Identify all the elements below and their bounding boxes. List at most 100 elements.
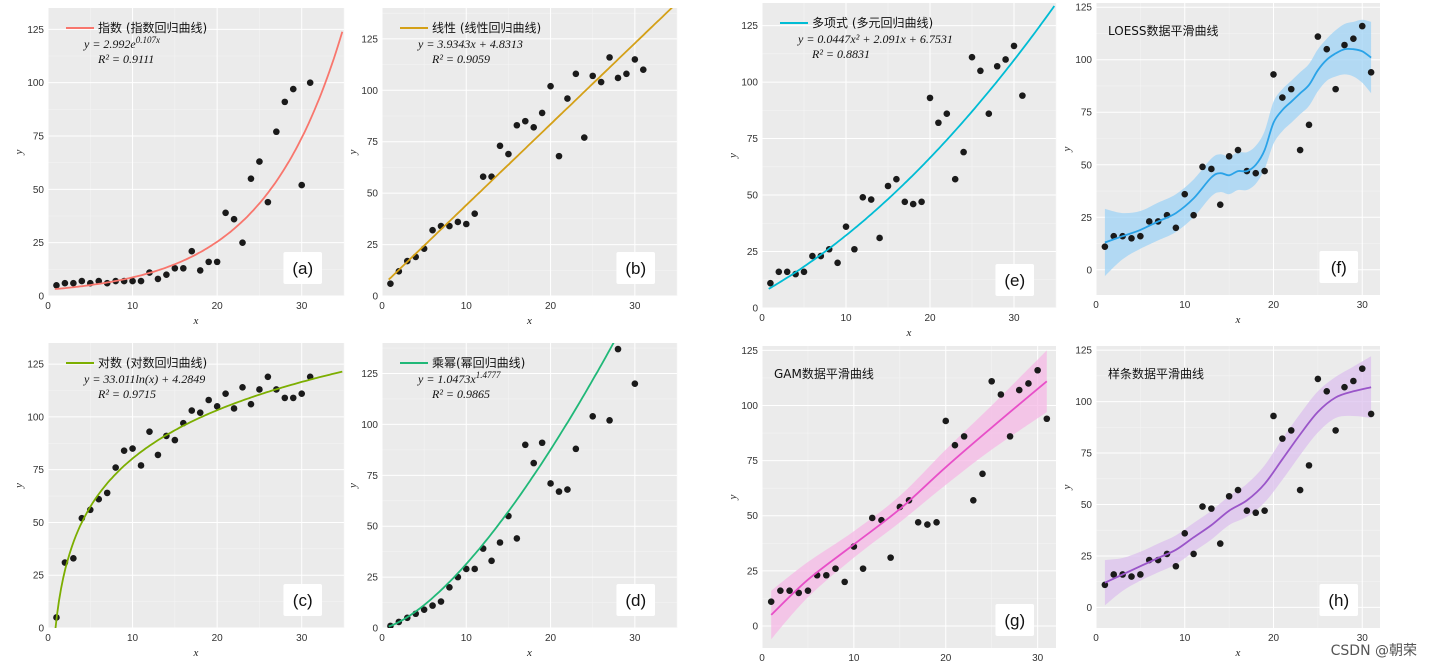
y-tick-label: 50 — [367, 522, 379, 533]
data-point — [1358, 22, 1366, 30]
y-axis-title: y — [13, 483, 25, 489]
y-tick-label: 100 — [361, 420, 378, 431]
y-tick-label: 0 — [1086, 265, 1092, 276]
y-tick-label: 0 — [38, 292, 44, 303]
data-point — [1323, 387, 1331, 395]
y-tick-label: 125 — [1075, 346, 1092, 357]
data-point — [775, 268, 783, 276]
data-point — [968, 53, 976, 61]
data-point — [564, 95, 571, 102]
data-point — [70, 279, 77, 287]
data-point — [1225, 492, 1233, 500]
data-point — [1015, 386, 1023, 394]
y-axis-title: y — [347, 149, 359, 155]
data-point — [53, 282, 60, 289]
y-tick-label: 50 — [747, 511, 759, 522]
data-point — [851, 245, 858, 253]
data-point — [146, 428, 153, 435]
y-tick-label: 125 — [741, 21, 758, 32]
y-tick-label: 75 — [33, 465, 45, 476]
r-squared: R² = 0.8831 — [811, 47, 870, 61]
data-point — [1367, 69, 1375, 76]
watermark: CSDN @朝荣 — [1330, 643, 1417, 659]
data-point — [264, 373, 272, 381]
x-tick-label: 0 — [1093, 300, 1099, 311]
plot-area — [1101, 19, 1375, 277]
data-point — [1137, 232, 1144, 240]
data-point — [580, 134, 588, 141]
y-tick-label: 75 — [747, 134, 759, 145]
data-point — [951, 175, 959, 183]
data-point — [429, 226, 436, 234]
data-point — [188, 407, 196, 414]
data-point — [1358, 365, 1366, 372]
x-tick-label: 20 — [212, 633, 224, 644]
data-point — [213, 403, 221, 410]
y-tick-label: 125 — [27, 25, 44, 36]
data-point — [180, 264, 187, 272]
data-point — [437, 598, 445, 605]
data-point — [887, 554, 894, 561]
y-tick-label: 75 — [33, 132, 45, 143]
panel-tag-box — [283, 252, 322, 284]
x-tick-label: 10 — [840, 313, 852, 324]
data-point — [564, 486, 571, 493]
x-tick-label: 10 — [127, 633, 139, 644]
data-point — [606, 54, 613, 61]
data-point — [893, 175, 900, 183]
data-point — [196, 409, 204, 416]
x-tick-label: 30 — [629, 301, 641, 312]
y-tick-label: 25 — [1081, 213, 1093, 224]
data-point — [1279, 94, 1286, 101]
data-point — [395, 268, 403, 275]
data-point — [1216, 201, 1224, 208]
data-point — [842, 223, 850, 230]
data-point — [1332, 427, 1339, 434]
panel-tag: (d) — [625, 591, 646, 610]
plot-area — [767, 5, 1056, 290]
fit-curve — [770, 380, 1048, 616]
x-tick-label: 30 — [296, 301, 308, 312]
x-tick-label: 0 — [759, 653, 765, 664]
data-point — [256, 386, 263, 393]
data-point — [1279, 435, 1286, 442]
data-point — [876, 234, 883, 242]
y-tick-label: 100 — [741, 78, 758, 89]
x-tick-label: 20 — [212, 301, 224, 312]
y-tick-label: 50 — [1081, 500, 1093, 511]
data-point — [1208, 165, 1215, 173]
data-point — [273, 128, 280, 136]
y-tick-label: 50 — [33, 518, 45, 529]
y-tick-label: 75 — [367, 471, 379, 482]
data-point — [841, 578, 848, 586]
data-point — [137, 277, 145, 285]
data-point — [1350, 35, 1357, 43]
data-point — [454, 218, 462, 226]
data-point — [988, 377, 995, 385]
y-tick-label: 50 — [1081, 160, 1093, 171]
data-point — [1137, 571, 1144, 578]
panel-tag-box — [995, 264, 1034, 296]
data-point — [446, 583, 453, 591]
data-point — [631, 56, 639, 63]
data-point — [230, 405, 238, 412]
data-point — [1172, 224, 1180, 232]
data-point — [205, 258, 212, 266]
data-point — [909, 200, 917, 208]
plot-area — [387, 8, 673, 287]
y-tick-label: 0 — [372, 292, 378, 303]
data-point — [918, 198, 925, 206]
data-point — [993, 62, 1001, 70]
data-point — [420, 606, 428, 613]
y-tick-label: 25 — [367, 573, 379, 584]
data-point — [960, 148, 967, 156]
data-point — [834, 259, 841, 267]
x-tick-label: 10 — [1179, 300, 1191, 311]
data-point — [154, 451, 162, 459]
data-point — [239, 384, 246, 391]
x-tick-label: 10 — [461, 633, 473, 644]
data-point — [230, 215, 238, 223]
data-point — [222, 390, 229, 397]
x-axis-title: x — [1235, 314, 1241, 326]
